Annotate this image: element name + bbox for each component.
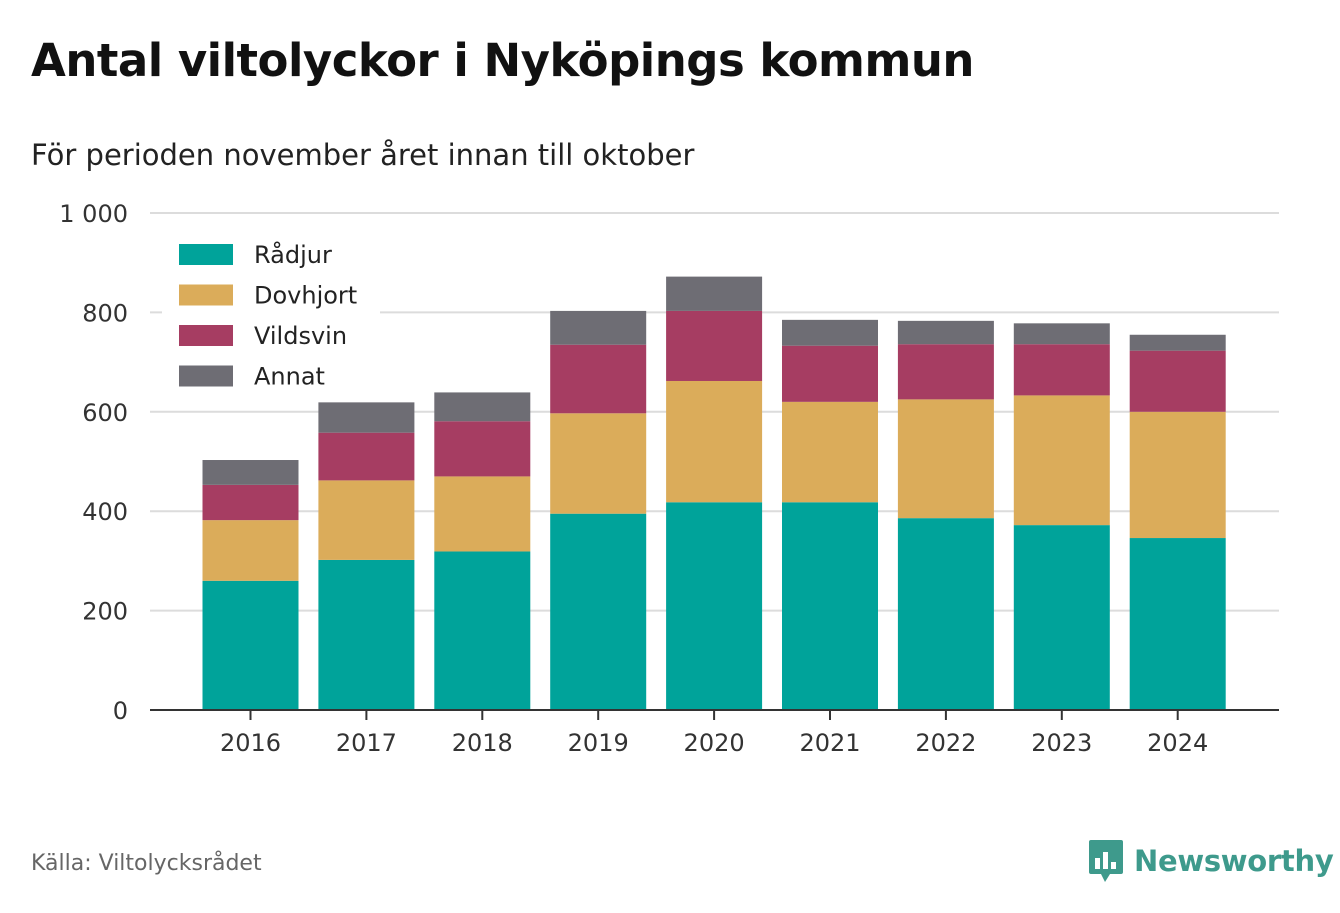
bar-segment — [1129, 334, 1226, 351]
brand-logo: Newsworthy — [1088, 838, 1334, 884]
bar-segment — [782, 345, 878, 402]
bar-segment — [1013, 344, 1110, 396]
bar-segment — [318, 559, 415, 710]
bar-segment — [550, 310, 647, 345]
legend-swatch — [179, 284, 233, 306]
x-tick-label: 2022 — [915, 729, 976, 757]
bar-segment — [434, 476, 531, 552]
bar-segment — [202, 484, 299, 521]
axes: 0 200 400 600 800 1 000 2016 2017 2018 2019 2020 20… — [59, 200, 1279, 757]
bar-segment — [897, 320, 994, 345]
x-tick-label: 2020 — [684, 729, 745, 757]
bar-segment — [782, 401, 878, 503]
bar-segment — [202, 520, 299, 581]
bars — [202, 276, 1226, 710]
bar-segment — [782, 502, 878, 710]
y-tick-label: 400 — [82, 498, 128, 526]
chart-title: Antal viltolyckor i Nyköpings kommun — [31, 34, 974, 87]
bar-segment — [550, 513, 647, 710]
x-tick-label: 2018 — [452, 729, 513, 757]
x-tick-label: 2016 — [220, 729, 281, 757]
legend-swatch — [179, 244, 233, 265]
bar-segment — [1013, 395, 1110, 526]
bar-segment — [550, 344, 647, 414]
bar-segment — [434, 551, 531, 710]
bar-segment — [434, 421, 531, 477]
bar-segment — [318, 480, 415, 560]
source-note: Källa: Viltolycksrådet — [31, 851, 262, 876]
bar-segment — [1129, 350, 1226, 412]
y-tick-label: 200 — [82, 598, 128, 626]
x-tick-label: 2023 — [1031, 729, 1092, 757]
bar-segment — [1129, 538, 1226, 710]
legend-label: Vildsvin — [254, 322, 347, 350]
x-tick-label: 2019 — [568, 729, 629, 757]
legend-label: Rådjur — [254, 240, 332, 269]
bar-segment — [666, 276, 763, 311]
bar-segment — [897, 344, 994, 400]
bar-segment — [782, 319, 878, 346]
bar-segment — [202, 460, 299, 485]
bar-segment — [666, 502, 763, 710]
bar-segment — [550, 413, 647, 514]
y-tick-label: 0 — [113, 697, 128, 725]
bar-segment — [1013, 323, 1110, 345]
bar-segment — [202, 580, 299, 710]
legend-label: Dovhjort — [254, 282, 357, 310]
bar-segment — [897, 518, 994, 710]
legend-label: Annat — [254, 363, 325, 391]
bar-segment — [1129, 411, 1226, 539]
bar-segment — [1013, 525, 1110, 710]
legend-swatch — [179, 325, 233, 346]
bar-segment — [666, 380, 763, 503]
y-tick-label: 1 000 — [59, 200, 128, 228]
bar-segment — [666, 310, 763, 381]
legend: Rådjur Dovhjort Vildsvin Annat — [162, 225, 380, 392]
x-tick-label: 2024 — [1147, 729, 1208, 757]
brand-name: Newsworthy — [1134, 844, 1334, 878]
chart-subtitle: För perioden november året innan till ok… — [31, 138, 695, 172]
bar-segment — [318, 432, 415, 481]
x-tick-label: 2017 — [336, 729, 397, 757]
y-tick-label: 800 — [82, 299, 128, 327]
x-tick-label: 2021 — [799, 729, 860, 757]
bar-segment — [318, 402, 415, 433]
bar-segment — [434, 392, 531, 422]
bar-chart-speech-bubble-icon — [1089, 840, 1123, 882]
bar-segment — [897, 399, 994, 519]
legend-swatch — [179, 365, 233, 387]
y-tick-label: 600 — [82, 399, 128, 427]
